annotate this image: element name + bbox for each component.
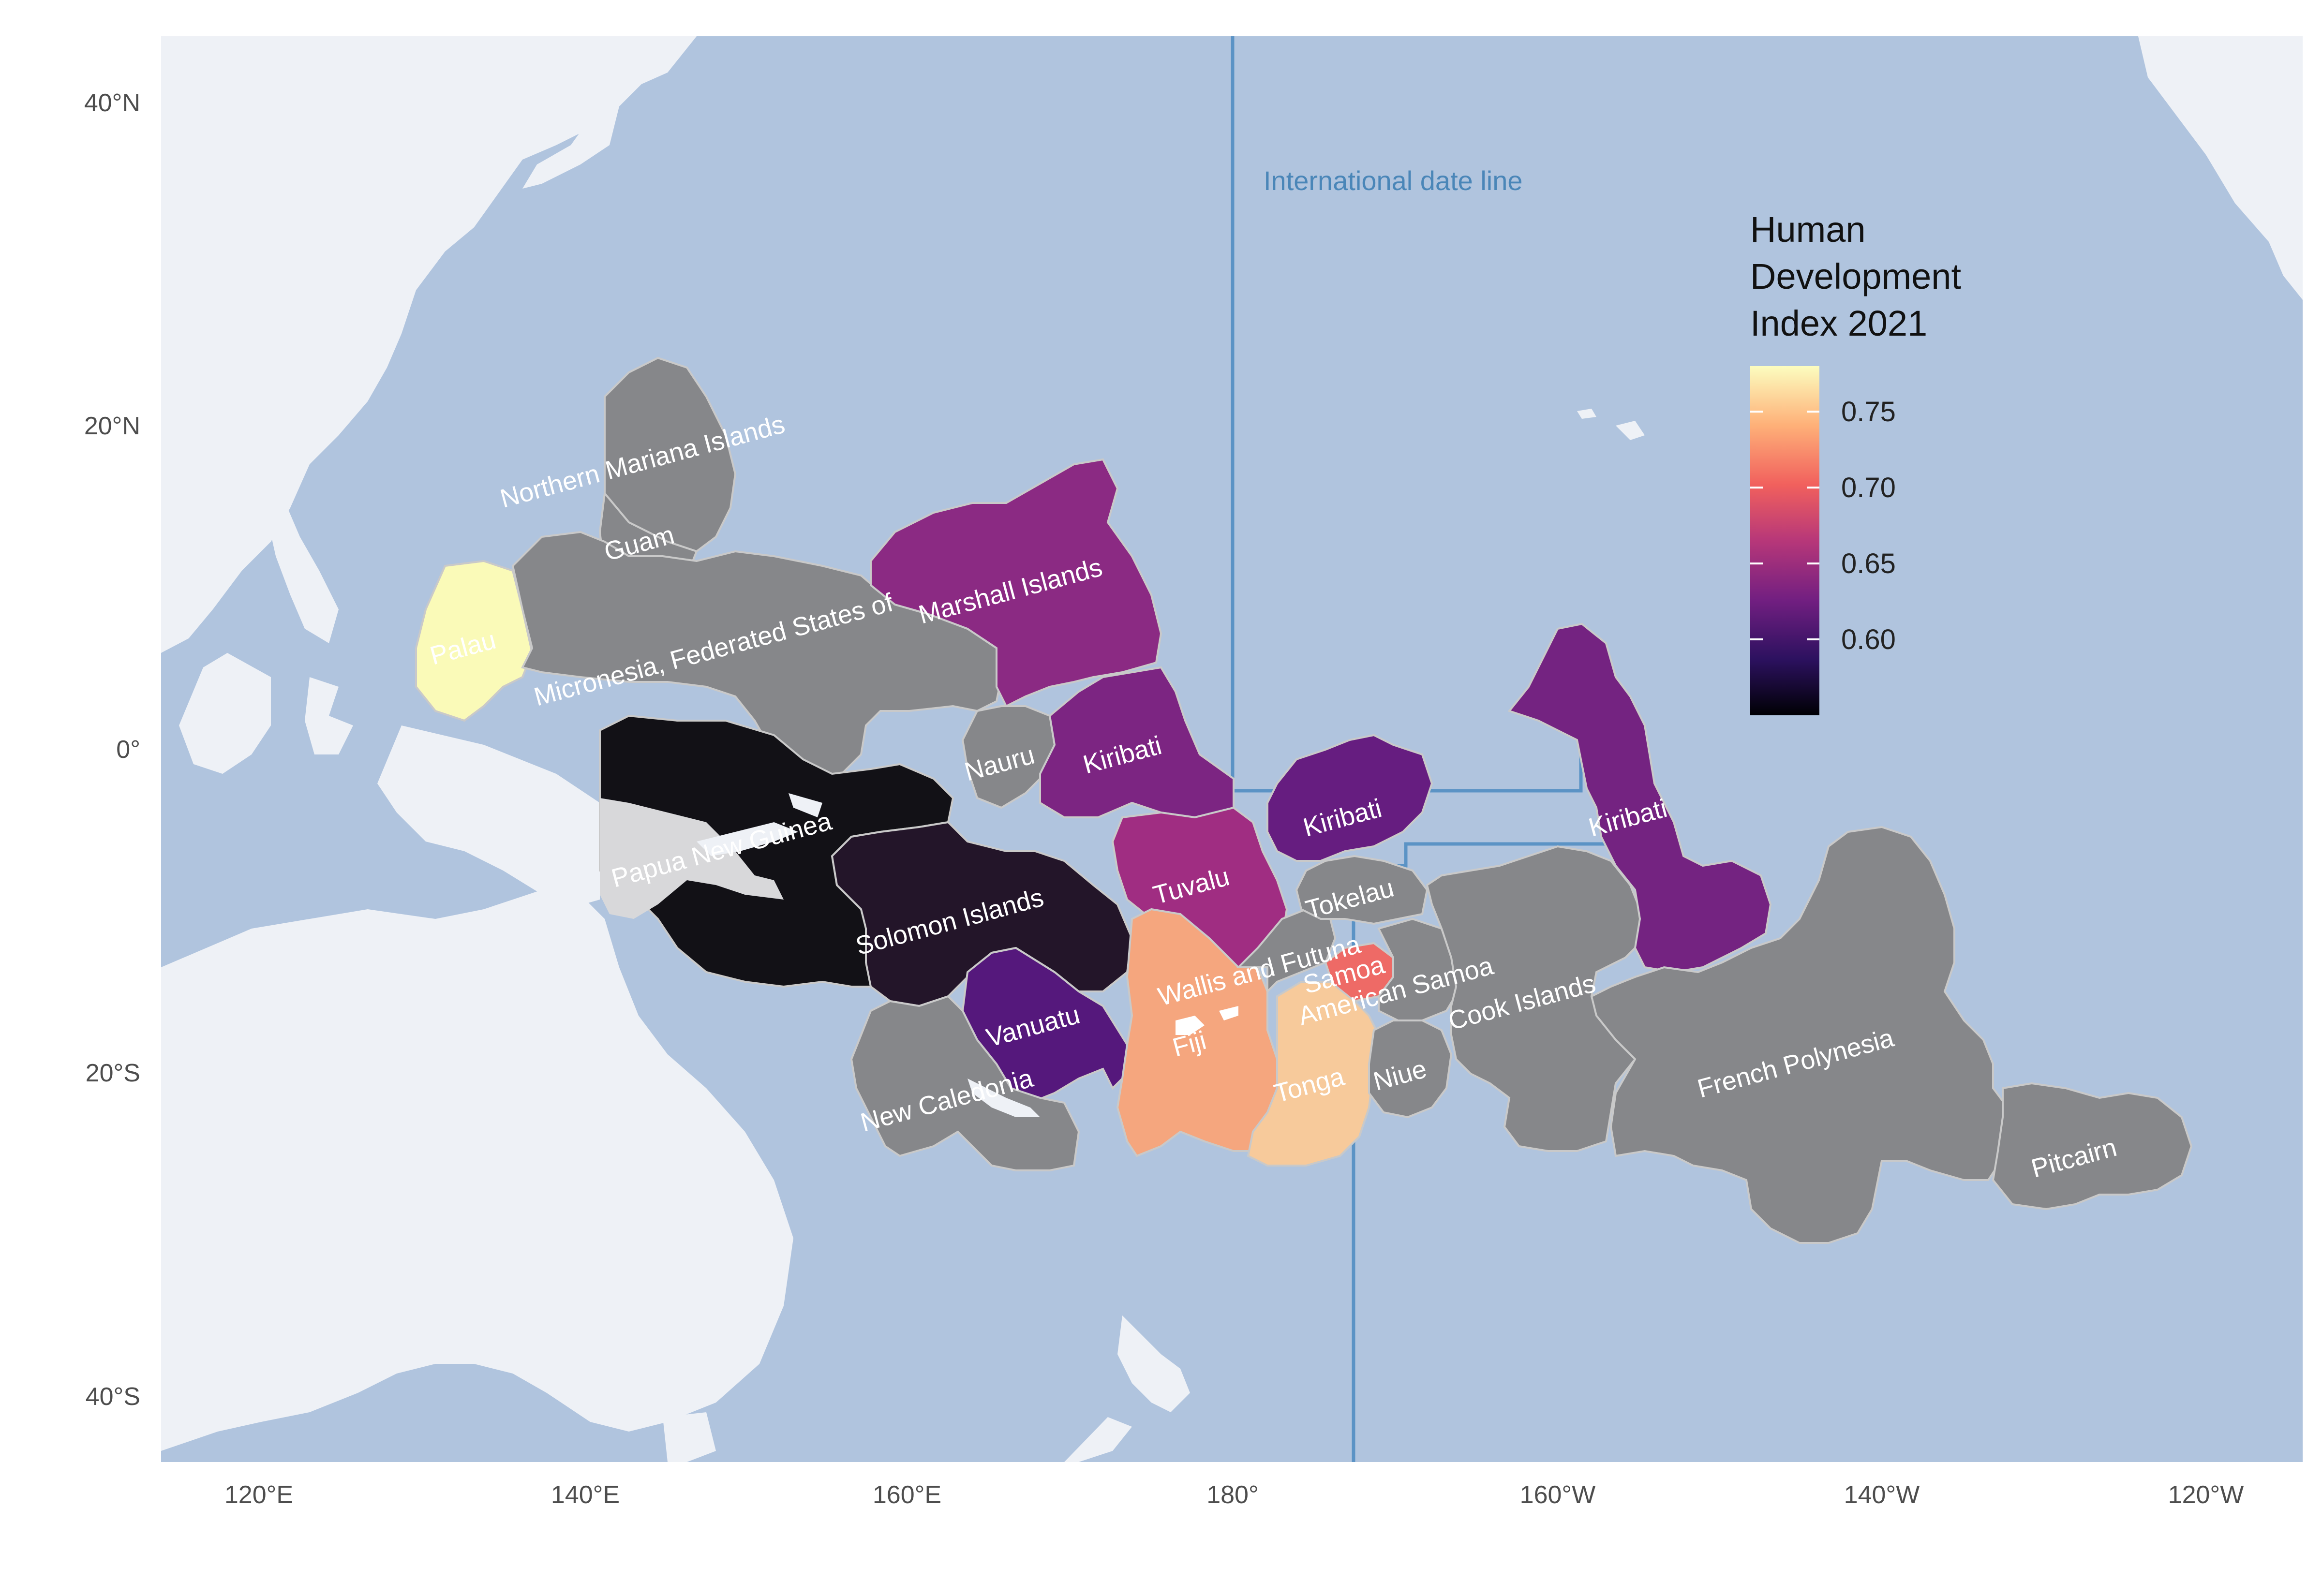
asia-landmass [161,36,697,653]
y-axis: 40°N 20°N 0° 20°S 40°S [84,89,140,1411]
x-axis: 120°E 140°E 160°E 180° 160°W 140°W 120°W [224,1481,2244,1509]
x-tick-160w: 160°W [1520,1481,1596,1509]
x-tick-180: 180° [1206,1481,1259,1509]
new-zealand-landmass [1064,1315,1190,1462]
png-land-bismarck [697,793,822,856]
legend-tick-label: 0.75 [1841,396,1896,428]
y-tick-20s: 20°S [86,1059,140,1087]
eez-cook-islands [1426,845,1646,1152]
borneo-landmass [179,653,271,774]
eez-kiribati-line [1507,622,1772,974]
eez-fiji [1116,908,1278,1157]
eez-tonga [1247,981,1380,1167]
eez-marshall-islands [870,458,1162,708]
x-tick-140w: 140°W [1844,1481,1920,1509]
eez-nauru [961,705,1056,809]
x-tick-120e: 120°E [224,1481,293,1509]
legend-tick-label: 0.70 [1841,472,1896,503]
legend-title-line-3: Index 2021 [1750,303,1927,343]
hawaii-landmass [1577,409,1645,440]
x-tick-140e: 140°E [551,1481,620,1509]
new-guinea-landmass [377,725,600,909]
y-tick-40n: 40°N [84,89,140,117]
eez-kiribati-phoenix [1266,734,1433,862]
eez-new-caledonia [850,995,1080,1171]
date-line-label: International date line [1264,165,1523,196]
legend: Human Development Index 2021 0.75 0.70 0.6… [1750,209,1961,715]
png-land-mainland [600,798,784,919]
y-tick-20n: 20°N [84,412,140,440]
north-america-landmass [2138,36,2303,300]
legend-ticks: 0.75 0.70 0.65 0.60 [1750,396,1896,655]
tasmania-landmass [663,1412,716,1462]
legend-tick-label: 0.60 [1841,624,1896,655]
y-tick-0: 0° [116,736,140,764]
japan-landmass [522,53,648,189]
eez-tokelau [1295,855,1429,925]
legend-title-line-2: Development [1750,256,1961,296]
new-caledonia-land [968,1079,1040,1117]
eez-pitcairn [1992,1082,2193,1211]
eez-niue [1368,1020,1453,1119]
legend-tick-label: 0.65 [1841,548,1896,579]
fiji-land [1176,1006,1238,1035]
eez-solomon-islands [831,821,1133,1007]
y-tick-40s: 40°S [86,1383,140,1411]
sulawesi-landmass [305,677,353,754]
x-tick-120w: 120°W [2168,1481,2244,1509]
legend-title-line-1: Human [1750,209,1866,250]
australia-landmass [161,890,793,1451]
x-tick-160e: 160°E [873,1481,941,1509]
philippines-landmass [266,426,339,643]
legend-colorbar [1750,366,1819,715]
eez-wallis-futuna [1236,908,1337,994]
